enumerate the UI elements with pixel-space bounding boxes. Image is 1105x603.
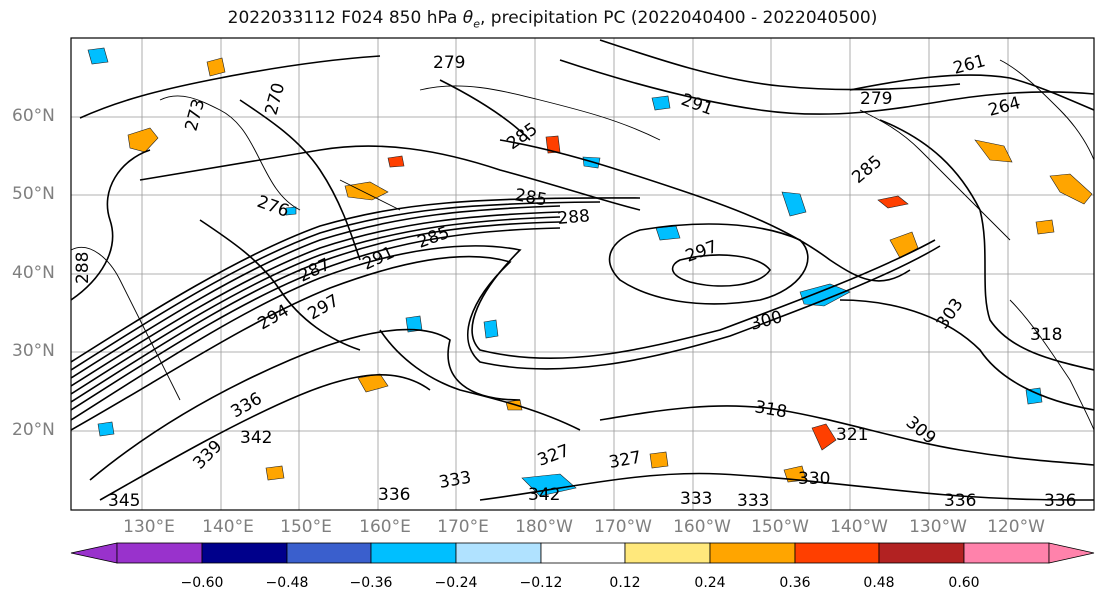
lon-label: 170°E [437, 517, 489, 537]
colorbar-tick-label: 0.48 [863, 575, 895, 591]
colorbar-tick-label: 0.36 [779, 575, 811, 591]
coastlines [71, 59, 1094, 431]
lon-label: 180°W [515, 517, 573, 537]
contour-label: 288 [557, 206, 591, 229]
lon-label: 130°W [909, 517, 967, 537]
colorbar-tick-label: −0.12 [519, 575, 563, 591]
colorbar-cell [540, 542, 626, 564]
lat-label: 40°N [12, 263, 55, 283]
lat-label: 30°N [12, 341, 55, 361]
colorbar-cell [370, 542, 457, 564]
colorbar-cell [878, 542, 965, 564]
colorbar-tick-label: −0.60 [180, 575, 224, 591]
lat-label: 60°N [12, 106, 55, 126]
lon-label: 150°W [751, 517, 809, 537]
contour-label: 330 [798, 469, 830, 489]
colorbar-cell [624, 542, 711, 564]
colorbar-cell [455, 542, 542, 564]
colorbar-cell [794, 542, 880, 564]
contour-label: 333 [737, 491, 769, 511]
colorbar-cell [201, 542, 288, 564]
colorbar-tick-label: −0.36 [349, 575, 393, 591]
contour-label: 342 [240, 428, 272, 448]
lon-label: 170°W [594, 517, 652, 537]
colorbar-cell [286, 542, 372, 564]
contour-label: 279 [860, 89, 892, 109]
contour-label: 288 [73, 252, 93, 284]
contour-label: 279 [433, 53, 465, 73]
lon-label: 150°E [280, 517, 332, 537]
colorbar-tick-label: −0.24 [434, 575, 478, 591]
gridlines [71, 38, 1094, 510]
map-panel [71, 38, 1094, 510]
colorbar-tick-label: 0.24 [694, 575, 726, 591]
lon-label: 160°W [673, 517, 731, 537]
colorbar-tick-label: 0.60 [948, 575, 980, 591]
colorbar-tick-label: 0.12 [609, 575, 641, 591]
lat-label: 50°N [12, 184, 55, 204]
lon-label: 160°E [359, 517, 411, 537]
contour-label: 333 [680, 489, 712, 509]
contour-label: 336 [378, 485, 410, 505]
colorbar-underflow [70, 542, 118, 564]
lon-label: 120°W [987, 517, 1045, 537]
colorbar [70, 542, 1095, 564]
contour-label: 345 [108, 491, 140, 511]
lon-label: 140°W [830, 517, 888, 537]
colorbar-overflow [1048, 542, 1095, 564]
colorbar-cell [963, 542, 1050, 564]
colorbar-tick-label: −0.48 [265, 575, 309, 591]
precip-patches [87, 47, 1093, 497]
theta-e-contours [71, 39, 1094, 501]
colorbar-cell [709, 542, 796, 564]
colorbar-cell [116, 542, 203, 564]
map-frame [70, 37, 1095, 511]
lat-label: 20°N [12, 420, 55, 440]
contour-label: 318 [1030, 325, 1062, 345]
contour-label: 336 [1044, 491, 1076, 511]
contour-label: 342 [528, 485, 560, 505]
lon-label: 140°E [202, 517, 254, 537]
map-title: 2022033112 F024 850 hPa θe, precipitatio… [227, 8, 878, 31]
contour-label: 336 [944, 491, 976, 511]
contour-label: 321 [836, 425, 868, 445]
lon-label: 130°E [123, 517, 175, 537]
